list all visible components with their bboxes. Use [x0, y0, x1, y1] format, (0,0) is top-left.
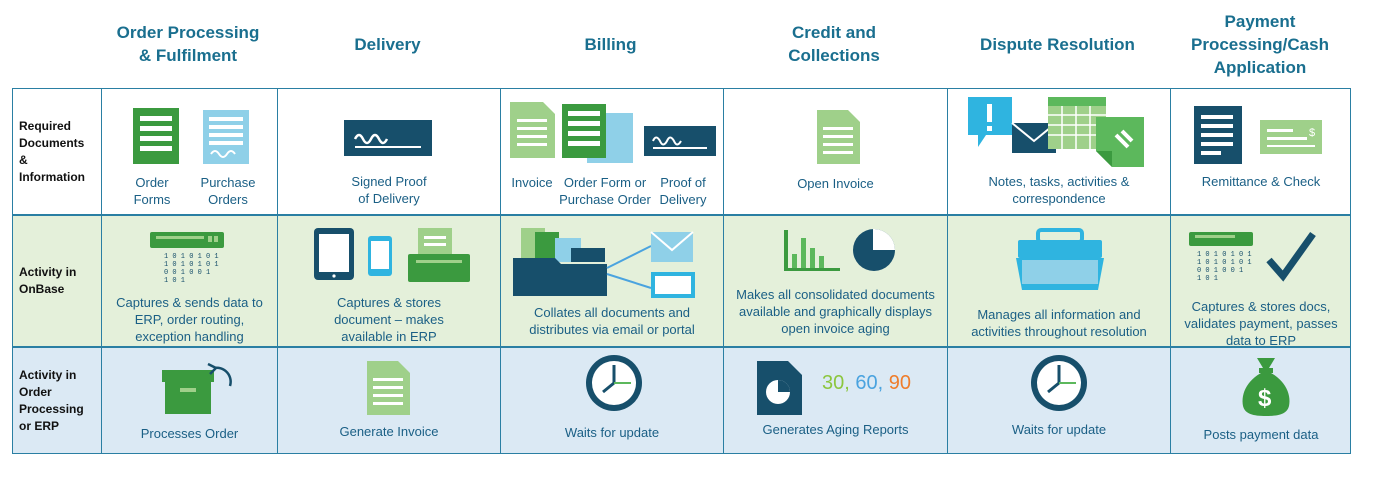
- check-icon: $: [1260, 120, 1322, 154]
- invoice-icon: [367, 361, 410, 415]
- cell-onbase-store: Captures & stores document – makes avail…: [277, 216, 500, 346]
- caption-erp-aging: Generates Aging Reports: [762, 422, 909, 437]
- cell-erp-aging: 30, 60, 90 Generates Aging Reports: [723, 348, 947, 453]
- order-form-po-icon: [562, 104, 633, 163]
- cell-payment-docs: $ Remittance & Check: [1170, 89, 1351, 214]
- process-grid: Required Documents & Information Order F…: [12, 88, 1351, 454]
- binary-text: 1 0 1 0 1 0 1 1 0 1 0 1 0 1 0 0 1 0 0 1 …: [164, 253, 223, 285]
- row-required-documents: Required Documents & Information Order F…: [13, 89, 1350, 216]
- caption-invoice: Invoice: [511, 175, 553, 190]
- aging-90: 90: [888, 372, 911, 394]
- open-invoice-icon: [817, 110, 860, 164]
- dollar-sign: $: [1258, 385, 1272, 412]
- notes-tasks-icon: [968, 97, 1144, 167]
- caption-order-form-po: Order Form or Purchase Order: [559, 175, 651, 207]
- caption-open-invoice: Open Invoice: [797, 176, 874, 191]
- row-label-required-documents: Required Documents & Information: [19, 118, 85, 184]
- row-activity-onbase: Activity in OnBase 1 0 1 0 1 0 1 1 0 1 0…: [13, 216, 1350, 348]
- caption-erp-wait-billing: Waits for update: [564, 425, 660, 440]
- cell-onbase-validate: 1 0 1 0 1 0 1 1 0 1 0 1 0 1 0 0 1 0 0 1 …: [1170, 216, 1351, 348]
- cell-dispute-docs: Notes, tasks, activities & correspondenc…: [947, 89, 1170, 214]
- caption-erp-process: Processes Order: [140, 426, 239, 441]
- col-header-dispute-resolution: Dispute Resolution: [980, 34, 1135, 54]
- signed-proof-icon: [344, 120, 432, 156]
- toolbox-icon: [1016, 228, 1104, 290]
- box-refresh-icon: [162, 362, 232, 414]
- caption-onbase-store: Captures & stores document – makes avail…: [334, 295, 444, 344]
- aging-sep-2: ,: [877, 372, 889, 394]
- report-pie-icon: [757, 361, 802, 415]
- clock-icon: [1031, 355, 1087, 411]
- cell-onbase-collate: Collates all documents and distributes v…: [500, 216, 723, 346]
- caption-erp-invoice: Generate Invoice: [339, 424, 439, 439]
- caption-onbase-collate: Collates all documents and distributes v…: [529, 305, 695, 337]
- clock-icon: [586, 355, 642, 411]
- column-headers: Order Processing & Fulfilment Delivery B…: [100, 0, 1352, 88]
- invoice-doc-icon: [510, 102, 555, 158]
- col-header-billing: Billing: [584, 34, 637, 54]
- caption-onbase-capture: Captures & sends data to ERP, order rout…: [116, 295, 263, 344]
- devices-printer-icon: [314, 228, 470, 282]
- aging-30: 30: [822, 372, 845, 394]
- row-activity-erp: Activity in Order Processing or ERP Proc…: [13, 348, 1350, 453]
- cell-onbase-aging: Makes all consolidated documents availab…: [723, 216, 947, 346]
- aging-sep-1: ,: [844, 372, 856, 394]
- aging-60: 60: [855, 372, 878, 394]
- caption-erp-post: Posts payment data: [1203, 427, 1319, 442]
- row-label-activity-onbase: Activity in OnBase: [19, 265, 77, 296]
- cell-credit-docs: Open Invoice: [723, 89, 947, 214]
- col-header-delivery: Delivery: [354, 34, 421, 54]
- svg-text:$: $: [1309, 127, 1315, 139]
- col-header-credit-collections: Credit and Collections: [788, 23, 880, 65]
- aging-buckets: 30, 60, 90: [822, 372, 911, 395]
- cell-erp-wait-dispute: Waits for update: [947, 348, 1170, 453]
- caption-notes-tasks: Notes, tasks, activities & correspondenc…: [988, 174, 1130, 206]
- caption-erp-wait-dispute: Waits for update: [1011, 422, 1107, 437]
- remittance-icon: [1194, 106, 1242, 164]
- folder-distribute-icon: [513, 228, 695, 298]
- cell-erp-invoice: Generate Invoice: [277, 348, 500, 453]
- caption-proof-of-delivery: Proof of Delivery: [659, 175, 707, 207]
- caption-onbase-validate: Captures & stores docs, validates paymen…: [1184, 299, 1338, 348]
- charts-icon: [784, 229, 895, 271]
- cell-erp-process: Processes Order: [101, 348, 277, 453]
- cell-billing-docs: Invoice Order Form or Purchase Order Pro…: [500, 89, 723, 214]
- caption-onbase-aging: Makes all consolidated documents availab…: [736, 287, 935, 336]
- svg-text:1 0 1 0 1 0 1 1 0 1: 1 0 1 0 1 0 1 1 0 1 0 1 0 1 0 0 1 0 0 1 …: [1197, 251, 1256, 283]
- cell-onbase-capture: 1 0 1 0 1 0 1 1 0 1 0 1 0 1 0 0 1 0 0 1 …: [101, 216, 277, 346]
- order-form-icon: [133, 108, 179, 164]
- cell-erp-post: $ Posts payment data: [1170, 348, 1351, 453]
- row-label-activity-erp: Activity in Order Processing or ERP: [19, 367, 84, 433]
- caption-onbase-manage: Manages all information and activities t…: [971, 307, 1147, 339]
- col-header-payment-processing: Payment Processing/Cash Application: [1191, 11, 1329, 77]
- cell-onbase-manage: Manages all information and activities t…: [947, 216, 1170, 346]
- caption-signed-proof: Signed Proof of Delivery: [351, 174, 427, 206]
- caption-purchase-orders: Purchase Orders: [200, 175, 256, 207]
- purchase-order-icon: [203, 110, 249, 164]
- scanner-check-icon: 1 0 1 0 1 0 1 1 0 1 0 1 0 1 0 0 1 0 0 1 …: [1189, 231, 1316, 283]
- cell-erp-wait-billing: Waits for update: [500, 348, 723, 453]
- scanner-binary-icon: 1 0 1 0 1 0 1 1 0 1 0 1 0 1 0 0 1 0 0 1 …: [150, 232, 224, 285]
- col-header-order-processing: Order Processing & Fulfilment: [116, 23, 260, 65]
- proof-of-delivery-icon: [644, 126, 716, 156]
- money-bag-icon: $: [1242, 358, 1290, 416]
- cell-order-docs: Order Forms Purchase Orders: [101, 89, 277, 214]
- caption-remittance: Remittance & Check: [1201, 174, 1321, 189]
- cell-delivery-docs: Signed Proof of Delivery: [277, 89, 500, 214]
- caption-order-forms: Order Forms: [133, 175, 171, 207]
